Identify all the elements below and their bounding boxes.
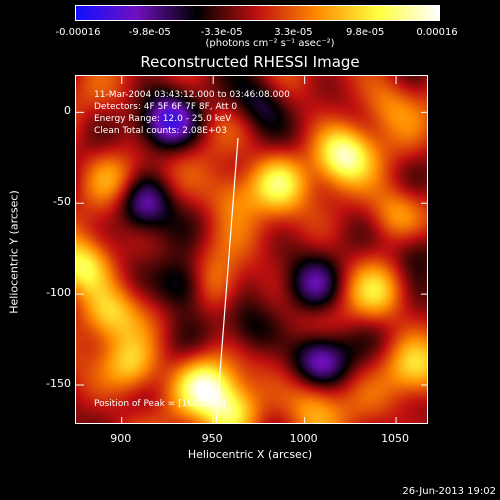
y-tick-label: -100 [46, 286, 71, 300]
annotation-detectors: Detectors: 4F 5F 6F 7F 8F, Att 0 [94, 102, 238, 112]
colorbar-gradient [76, 6, 439, 20]
annotation-peak-position: Position of Peak = [1021,-23] [94, 399, 226, 409]
colorbar-tick-label: -3.3e-05 [200, 27, 243, 38]
colorbar-tick-label: 9.8e-05 [345, 27, 385, 38]
solar-limb-line [215, 137, 239, 423]
colorbar-tick-label: 0.00016 [416, 27, 458, 38]
chart-title: Reconstructed RHESSI Image [140, 53, 360, 71]
x-axis-label: Heliocentric X (arcsec) [187, 448, 313, 461]
y-tick-label: -150 [46, 377, 71, 390]
timestamp: 26-Jun-2013 19:02 [402, 486, 496, 497]
colorbar-tick-label: -0.00016 [55, 27, 101, 38]
x-tick-label: 1000 [289, 432, 318, 445]
x-tick-label: 950 [201, 432, 223, 445]
colorbar-tick-label: 3.3e-05 [274, 27, 313, 38]
x-tick-label: 900 [110, 432, 132, 445]
colorbar-tick-label: -9.8e-05 [128, 27, 171, 38]
axis-tick-marks [76, 76, 427, 423]
y-tick-label: -50 [53, 195, 71, 209]
image-plot: 11-Mar-2004 03:43:12.000 to 03:46:08.000… [75, 75, 428, 424]
colorbar-units: (photons cm⁻² s⁻¹ asec⁻²) [205, 38, 335, 49]
annotation-energy: Energy Range: 12.0 - 25.0 keV [94, 114, 232, 124]
y-tick-label: 0 [64, 104, 71, 118]
y-axis-label: Heliocentric Y (arcsec) [7, 190, 21, 314]
limb-overlay [215, 137, 239, 423]
colorbar [75, 5, 440, 21]
annotation-time-range: 11-Mar-2004 03:43:12.000 to 03:46:08.000 [94, 90, 290, 100]
x-tick-label: 1050 [381, 432, 410, 445]
annotation-clean: Clean Total counts: 2.08E+03 [94, 126, 227, 136]
heatmap-image [76, 76, 427, 423]
